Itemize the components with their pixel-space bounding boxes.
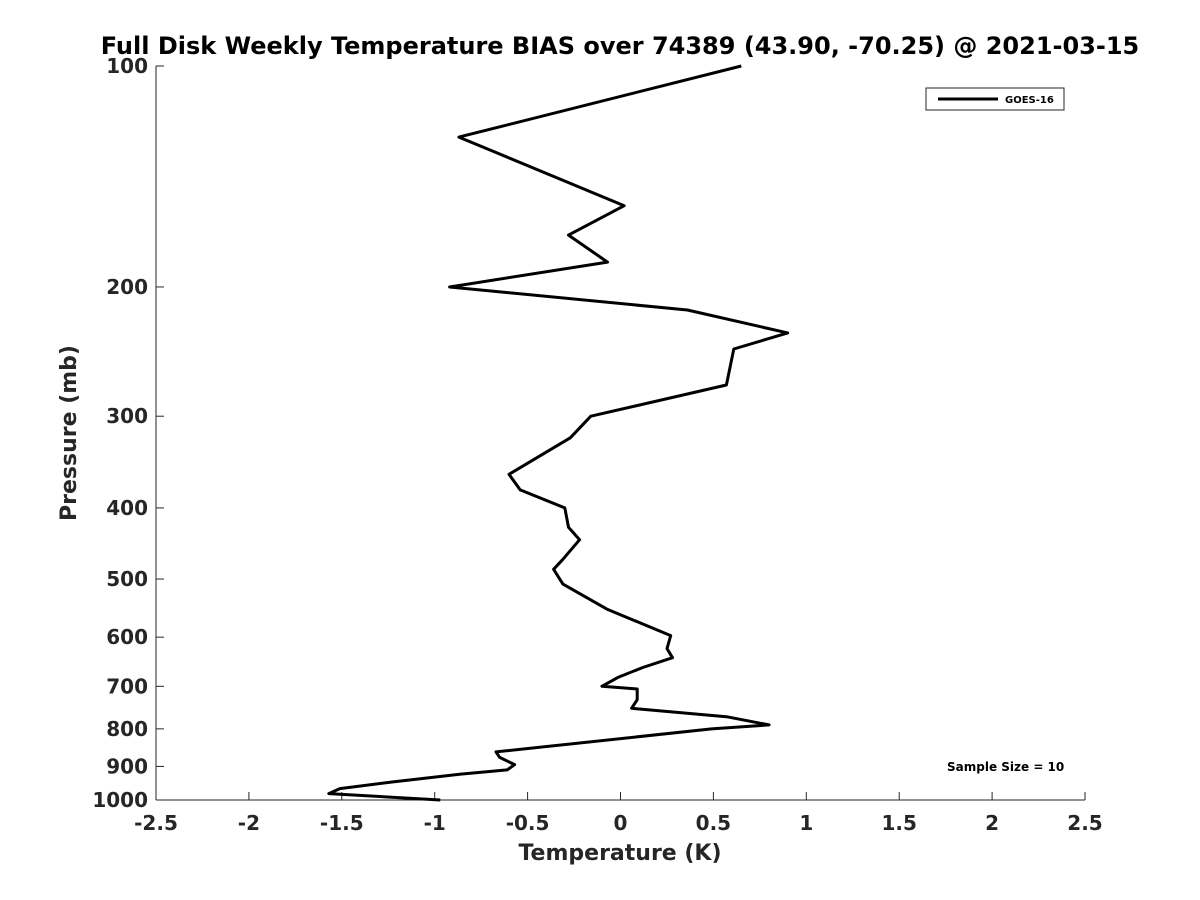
y-tick-label: 800	[106, 717, 148, 741]
y-tick-label: 300	[106, 404, 148, 428]
x-ticks: -2.5 -2 -1.5 -1 -0.5 0 0.5 1 1.5 2 2.5	[134, 792, 1103, 835]
legend-label-goes-16: GOES-16	[1005, 95, 1054, 106]
x-tick-label: -2.5	[134, 811, 178, 835]
x-tick-label: -1.5	[320, 811, 364, 835]
y-tick-label: 900	[106, 754, 148, 778]
y-tick-label: 1000	[92, 788, 148, 812]
y-ticks: 100 200 300 400 500 600 700 800 900 1000	[92, 54, 164, 812]
sample-size-annotation: Sample Size = 10	[947, 760, 1064, 774]
y-tick-label: 500	[106, 567, 148, 591]
y-tick-label: 400	[106, 496, 148, 520]
x-tick-label: 1.5	[881, 811, 916, 835]
x-tick-label: 1	[799, 811, 813, 835]
x-tick-label: 2.5	[1067, 811, 1102, 835]
x-tick-label: 2	[985, 811, 999, 835]
y-tick-label: 600	[106, 625, 148, 649]
series-line-goes-16	[327, 64, 790, 802]
chart-title: Full Disk Weekly Temperature BIAS over 7…	[101, 32, 1140, 60]
x-tick-label: 0	[614, 811, 628, 835]
y-tick-label: 700	[106, 674, 148, 698]
x-tick-label: 0.5	[696, 811, 731, 835]
y-tick-label: 200	[106, 275, 148, 299]
series-layer	[327, 64, 790, 802]
legend: GOES-16	[925, 87, 1065, 111]
x-tick-label: -1	[424, 811, 446, 835]
y-axis-label: Pressure (mb)	[57, 345, 82, 521]
x-tick-label: -2	[238, 811, 260, 835]
y-tick-label: 100	[106, 54, 148, 78]
x-tick-label: -0.5	[506, 811, 550, 835]
x-axis-label: Temperature (K)	[518, 841, 721, 866]
